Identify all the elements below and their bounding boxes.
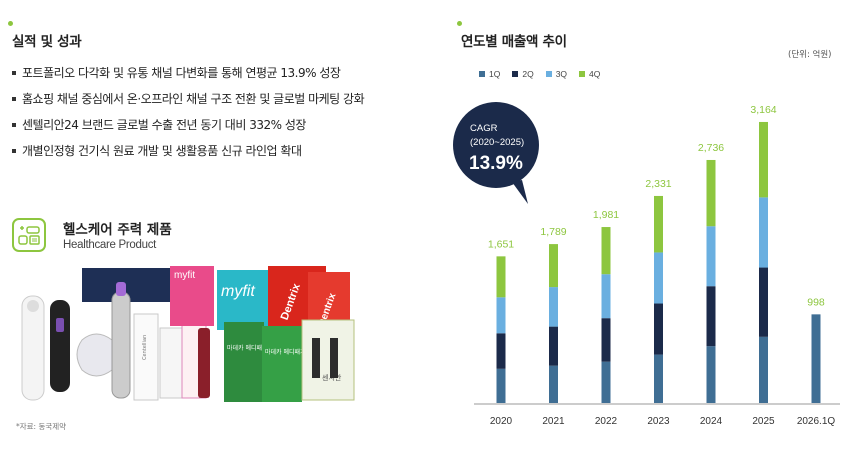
chart-legend: 1Q 2Q 3Q 4Q [479, 69, 600, 79]
sensian-box [301, 319, 355, 401]
bar-segment [496, 333, 506, 369]
bar-segment [759, 197, 768, 268]
bar-segment [601, 318, 611, 362]
x-tick-group: 2020 2021 2022 2023 2024 2025 2026.1Q [490, 416, 836, 427]
bar-segment [549, 365, 558, 403]
chart-title-dot [457, 21, 462, 26]
bar-segment [654, 303, 663, 355]
madeca-patch-box [262, 326, 302, 402]
myfit-box [170, 266, 214, 326]
legend-item: 4Q [579, 69, 600, 79]
bar-segment [601, 274, 611, 319]
bullet-icon [12, 96, 16, 101]
list-item-text: 홈쇼핑 채널 중심에서 온·오프라인 채널 구조 전환 및 글로벌 마케팅 강화 [22, 92, 365, 106]
list-item: 포트폴리오 다각화 및 유통 채널 다변화를 통해 연평균 13.9% 성장 [12, 60, 364, 86]
bullet-icon [12, 148, 16, 153]
cagr-bubble-pointer [512, 180, 528, 204]
cagr-annotation: CAGR (2020~2025) 13.9% [453, 102, 539, 204]
list-item-text: 센텔리안24 브랜드 글로벌 수출 전년 동기 대비 332% 성장 [22, 118, 306, 132]
product-label: 마데카 메디패치 [227, 344, 268, 352]
bar-segment [811, 314, 821, 403]
x-tick-label: 2021 [542, 416, 565, 427]
product-label: Centellian [142, 335, 148, 360]
x-tick-label: 2025 [752, 416, 775, 427]
bar-segment [496, 256, 506, 298]
bar-segment [706, 159, 716, 227]
list-item-text: 포트폴리오 다각화 및 유통 채널 다변화를 통해 연평균 13.9% 성장 [22, 66, 341, 80]
legend-swatch [545, 71, 552, 77]
serum-bottle [198, 328, 210, 398]
legend-item: 1Q [479, 69, 500, 79]
product-label: 마데카 메디패치 [265, 348, 306, 356]
total-label: 1,651 [488, 238, 514, 250]
x-tick-label: 2024 [700, 416, 723, 427]
list-item: 개별인정형 건기식 원료 개발 및 생활용품 신규 라인업 확대 [12, 138, 364, 164]
legend-label: 1Q [489, 69, 501, 79]
bar-segment [759, 336, 768, 403]
total-label: 3,164 [750, 104, 776, 116]
product-collage: myfit myfit Dentrix Dentrix 마데카 메디패치 마데카… [21, 266, 355, 402]
performance-list: 포트폴리오 다각화 및 유통 채널 다변화를 통해 연평균 13.9% 성장 홈… [12, 60, 365, 164]
total-label-group: 1,651 1,789 1,981 2,331 2,736 3,164 998 [488, 104, 825, 308]
legend-item: 2Q [512, 69, 534, 79]
bullet-icon [12, 122, 16, 127]
total-label: 1,789 [540, 226, 566, 238]
section-title: 실적 및 성과 [12, 34, 82, 50]
total-label: 2,736 [698, 142, 724, 154]
bar-segment [601, 361, 611, 403]
source-note: *자료: 동국제약 [16, 422, 67, 431]
legend-swatch [512, 71, 519, 77]
healthcare-icon [12, 218, 46, 252]
bar-segment [549, 287, 558, 327]
x-tick-label: 2026.1Q [797, 416, 836, 427]
total-label: 1,981 [593, 209, 619, 221]
product-label: myfit [221, 283, 255, 300]
legend-label: 2Q [522, 69, 534, 79]
bar-segment [654, 354, 663, 403]
total-label: 998 [807, 296, 825, 308]
bar-segment [496, 297, 506, 334]
healthcare-subtitle: Healthcare Product [63, 239, 157, 251]
bar-segment [549, 244, 558, 288]
legend-label: 4Q [589, 69, 601, 79]
total-label: 2,331 [645, 178, 671, 190]
bar-segment [549, 326, 558, 366]
chart-unit: (단위: 억원) [788, 50, 832, 60]
cagr-period: (2020~2025) [470, 137, 524, 148]
bar-segment [706, 346, 716, 403]
x-tick-label: 2020 [490, 416, 513, 427]
madeca-patch-box [224, 322, 264, 402]
legend-swatch [479, 71, 485, 77]
list-item: 홈쇼핑 채널 중심에서 온·오프라인 채널 구조 전환 및 글로벌 마케팅 강화 [12, 86, 365, 112]
bar-segment [706, 286, 716, 347]
bullet-icon [12, 70, 16, 75]
healthcare-title: 헬스케어 주력 제품 [63, 222, 172, 238]
cagr-label: CAGR [470, 123, 498, 134]
x-tick-label: 2023 [647, 416, 670, 427]
bar-segment [759, 267, 768, 337]
product-label: myfit [174, 270, 195, 281]
list-item: 센텔리안24 브랜드 글로벌 수출 전년 동기 대비 332% 성장 [12, 112, 364, 138]
section-dot [8, 21, 13, 26]
cagr-value: 13.9% [469, 153, 523, 174]
bar-segment [706, 226, 716, 287]
list-item-text: 개별인정형 건기식 원료 개발 및 생활용품 신규 라인업 확대 [22, 144, 302, 158]
cream-tube [133, 313, 159, 401]
legend-swatch [579, 71, 586, 77]
bar-segment [496, 368, 506, 403]
beauty-device [50, 300, 70, 392]
chart-title: 연도별 매출액 추이 [461, 34, 567, 50]
x-tick-label: 2022 [595, 416, 618, 427]
cagr-bubble [453, 102, 539, 188]
bar-segment [654, 252, 663, 304]
legend-label: 3Q [555, 69, 568, 79]
bar-segment [654, 195, 663, 253]
bar-segment [601, 227, 611, 275]
bar-segment [759, 121, 768, 198]
legend-item: 3Q [545, 69, 568, 79]
beauty-device [21, 295, 45, 401]
bar-group [496, 121, 821, 403]
myfit-box [217, 270, 269, 330]
